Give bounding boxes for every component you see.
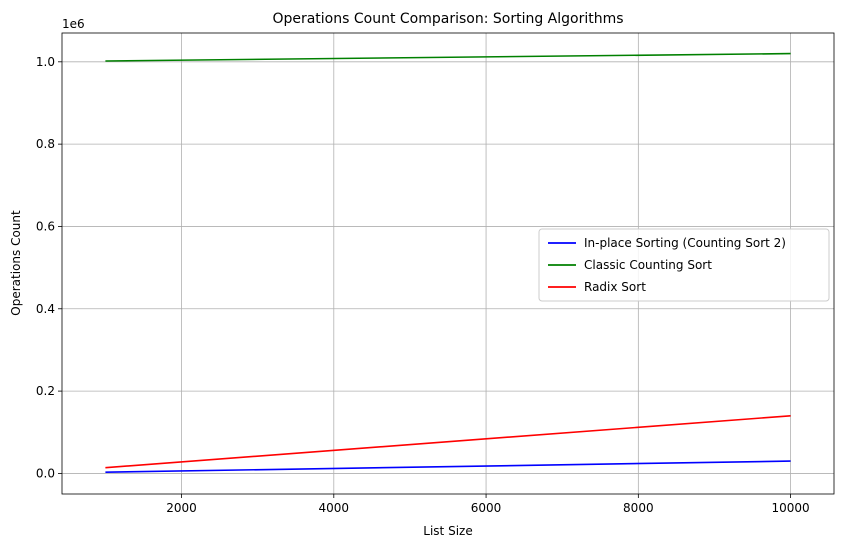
legend-label: Classic Counting Sort <box>584 258 712 272</box>
legend-label: In-place Sorting (Counting Sort 2) <box>584 236 786 250</box>
y-axis: 0.0 0.2 0.4 0.6 0.8 1.0 <box>36 55 62 480</box>
legend-label: Radix Sort <box>584 280 646 294</box>
x-tick-label: 2000 <box>166 501 197 515</box>
y-tick-label: 0.6 <box>36 219 55 233</box>
series-line-2 <box>105 52 791 62</box>
y-tick-label: 1.0 <box>36 55 55 69</box>
series-lines <box>105 52 791 473</box>
x-tick-label: 6000 <box>471 501 502 515</box>
y-axis-label: Operations Count <box>9 210 23 316</box>
chart-title: Operations Count Comparison: Sorting Alg… <box>272 11 623 27</box>
legend: In-place Sorting (Counting Sort 2) Classi… <box>538 228 830 302</box>
y-tick-label: 0.4 <box>36 302 55 316</box>
x-tick-label: 8000 <box>623 501 654 515</box>
legend-box <box>538 228 830 302</box>
x-axis-label: List Size <box>423 524 472 538</box>
x-tick-label: 10000 <box>772 501 810 515</box>
y-offset-label: 1e6 <box>62 17 85 31</box>
series-line-1 <box>105 460 791 473</box>
x-axis: 2000 4000 6000 8000 10000 <box>166 494 810 515</box>
y-tick-label: 0.0 <box>36 466 55 480</box>
y-tick-label: 0.2 <box>36 384 55 398</box>
y-tick-label: 0.8 <box>36 137 55 151</box>
x-tick-label: 4000 <box>319 501 350 515</box>
series-line-3 <box>105 414 791 469</box>
plot-frame <box>61 32 835 495</box>
